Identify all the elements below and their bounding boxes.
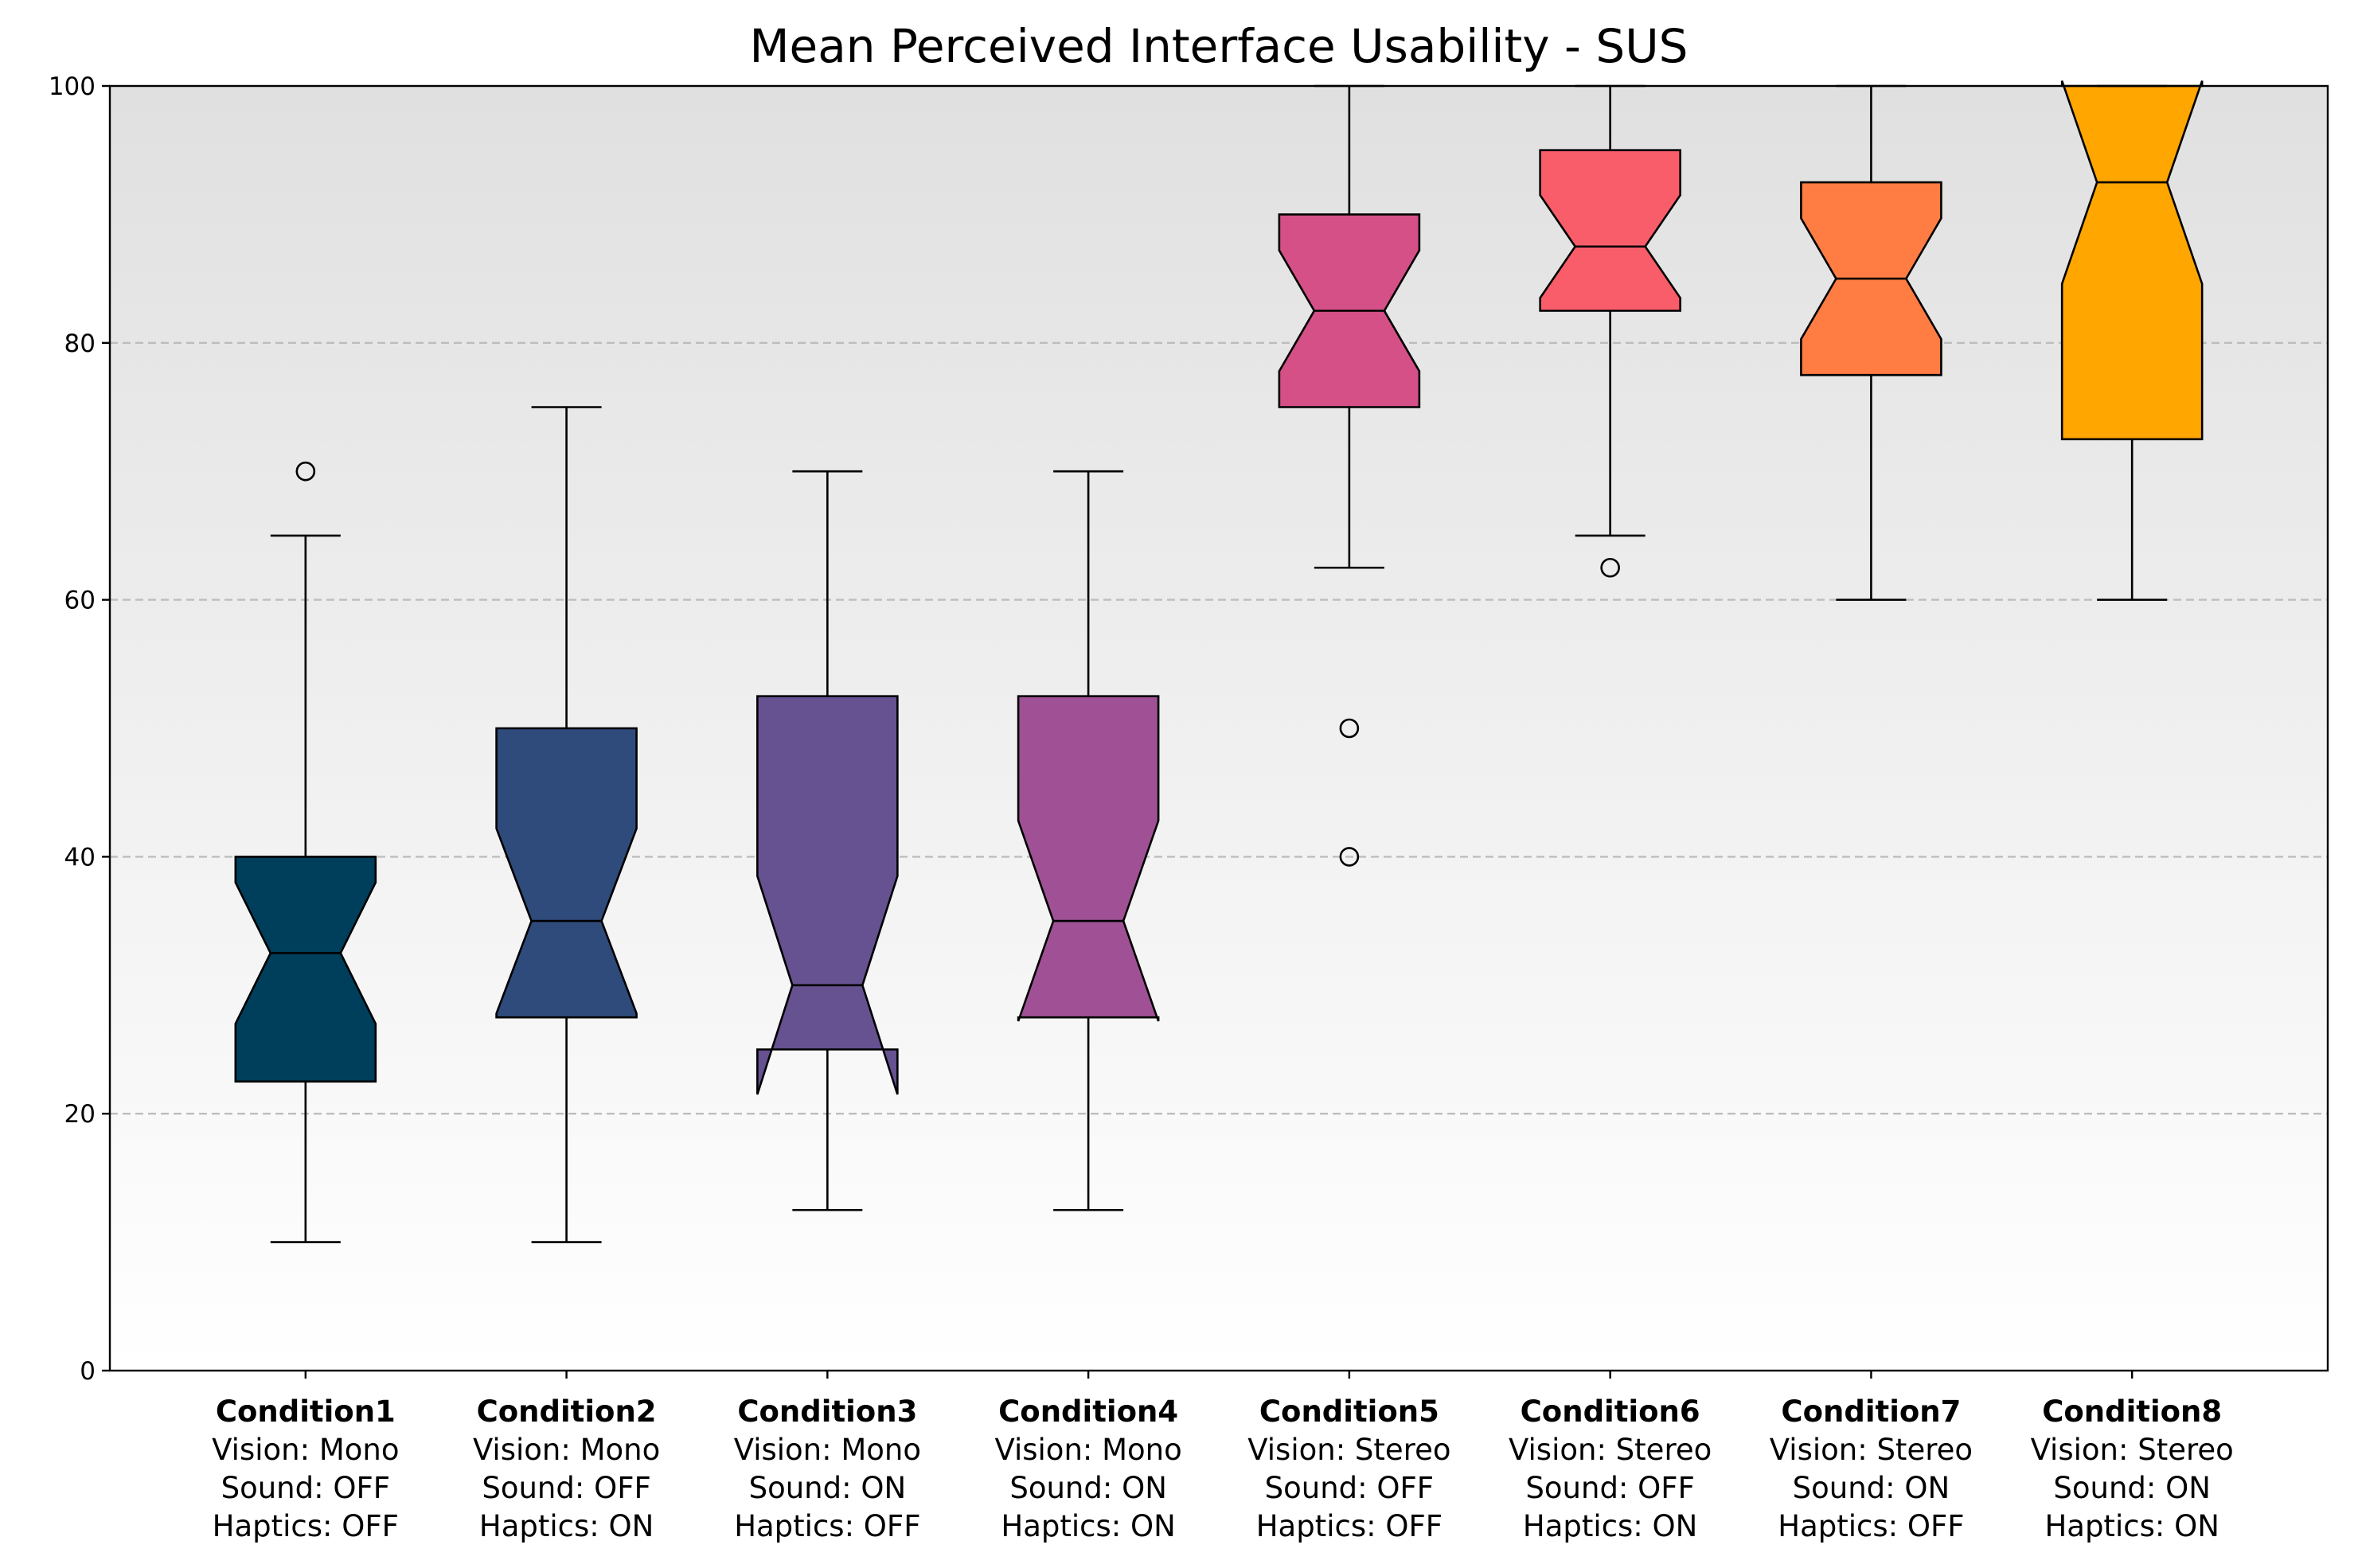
y-tick-label-60: 60 — [64, 587, 96, 615]
x-label-sound: Sound: ON — [1009, 1471, 1167, 1505]
box-condition6 — [1539, 84, 1681, 578]
x-label-vision: Vision: Mono — [473, 1433, 660, 1467]
x-label-vision: Vision: Stereo — [1247, 1433, 1450, 1467]
x-label-haptics: Haptics: OFF — [734, 1509, 920, 1543]
x-label-sound: Sound: OFF — [482, 1471, 650, 1505]
box-condition1 — [234, 461, 377, 1243]
x-label-vision: Vision: Stereo — [1770, 1433, 1973, 1467]
x-label-sound: Sound: OFF — [1525, 1471, 1694, 1505]
x-label-condition: Condition5 — [1259, 1394, 1439, 1429]
box-condition3 — [756, 470, 899, 1211]
x-label-vision: Vision: Mono — [734, 1433, 921, 1467]
box-body — [1017, 695, 1160, 1022]
box-body — [495, 727, 638, 1019]
box-condition5 — [1278, 84, 1421, 867]
x-axis: Condition1 Vision: Mono Sound: OFF Haptics:… — [212, 1371, 2234, 1543]
box-condition2 — [495, 406, 638, 1243]
x-label-condition: Condition2 — [477, 1394, 657, 1429]
x-label-vision: Vision: Stereo — [1509, 1433, 1712, 1467]
x-label-condition: Condition6 — [1521, 1394, 1700, 1429]
box-body — [2060, 80, 2204, 441]
x-label-sound: Sound: OFF — [1265, 1471, 1434, 1505]
x-label-sound: Sound: ON — [749, 1471, 907, 1505]
x-label-haptics: Haptics: ON — [479, 1509, 654, 1543]
x-label-vision: Vision: Mono — [212, 1433, 399, 1467]
x-label-haptics: Haptics: ON — [2044, 1509, 2219, 1543]
box-body — [1539, 149, 1681, 312]
x-label-condition: Condition3 — [737, 1394, 917, 1429]
x-label-haptics: Haptics: OFF — [1256, 1509, 1443, 1543]
grid-lines — [110, 341, 2328, 1115]
y-tick-label-20: 20 — [64, 1100, 96, 1129]
boxes — [234, 80, 2204, 1243]
x-label-condition: Condition4 — [998, 1394, 1178, 1429]
x-label-vision: Vision: Mono — [994, 1433, 1181, 1467]
x-label-condition: Condition1 — [216, 1394, 396, 1429]
box-body — [234, 856, 377, 1083]
box-condition4 — [1017, 470, 1160, 1211]
outlier-point — [1339, 847, 1360, 867]
x-label-sound: Sound: OFF — [221, 1471, 390, 1505]
box-body — [756, 695, 899, 1095]
chart-title: Mean Perceived Interface Usability - SUS — [749, 19, 1688, 73]
box-condition7 — [1800, 84, 1942, 601]
plot-background — [110, 86, 2328, 1371]
outlier-point — [295, 461, 316, 482]
x-label-haptics: Haptics: OFF — [213, 1509, 399, 1543]
y-tick-label-40: 40 — [64, 843, 96, 872]
plot-frame — [108, 84, 2329, 1372]
x-label-haptics: Haptics: OFF — [1778, 1509, 1964, 1543]
y-axis: 0 20 40 60 80 100 — [49, 72, 110, 1386]
x-label-condition: Condition7 — [1781, 1394, 1961, 1429]
outlier-point — [1339, 718, 1360, 739]
y-tick-label-0: 0 — [80, 1357, 96, 1386]
x-label-haptics: Haptics: ON — [1001, 1509, 1175, 1543]
x-label-sound: Sound: ON — [2053, 1471, 2211, 1505]
x-label-vision: Vision: Stereo — [2031, 1433, 2234, 1467]
y-tick-label-100: 100 — [49, 72, 96, 101]
y-tick-label-80: 80 — [64, 330, 96, 358]
x-label-haptics: Haptics: ON — [1523, 1509, 1697, 1543]
outlier-point — [1600, 557, 1620, 578]
x-label-condition: Condition8 — [2042, 1394, 2222, 1429]
x-label-sound: Sound: ON — [1793, 1471, 1950, 1505]
